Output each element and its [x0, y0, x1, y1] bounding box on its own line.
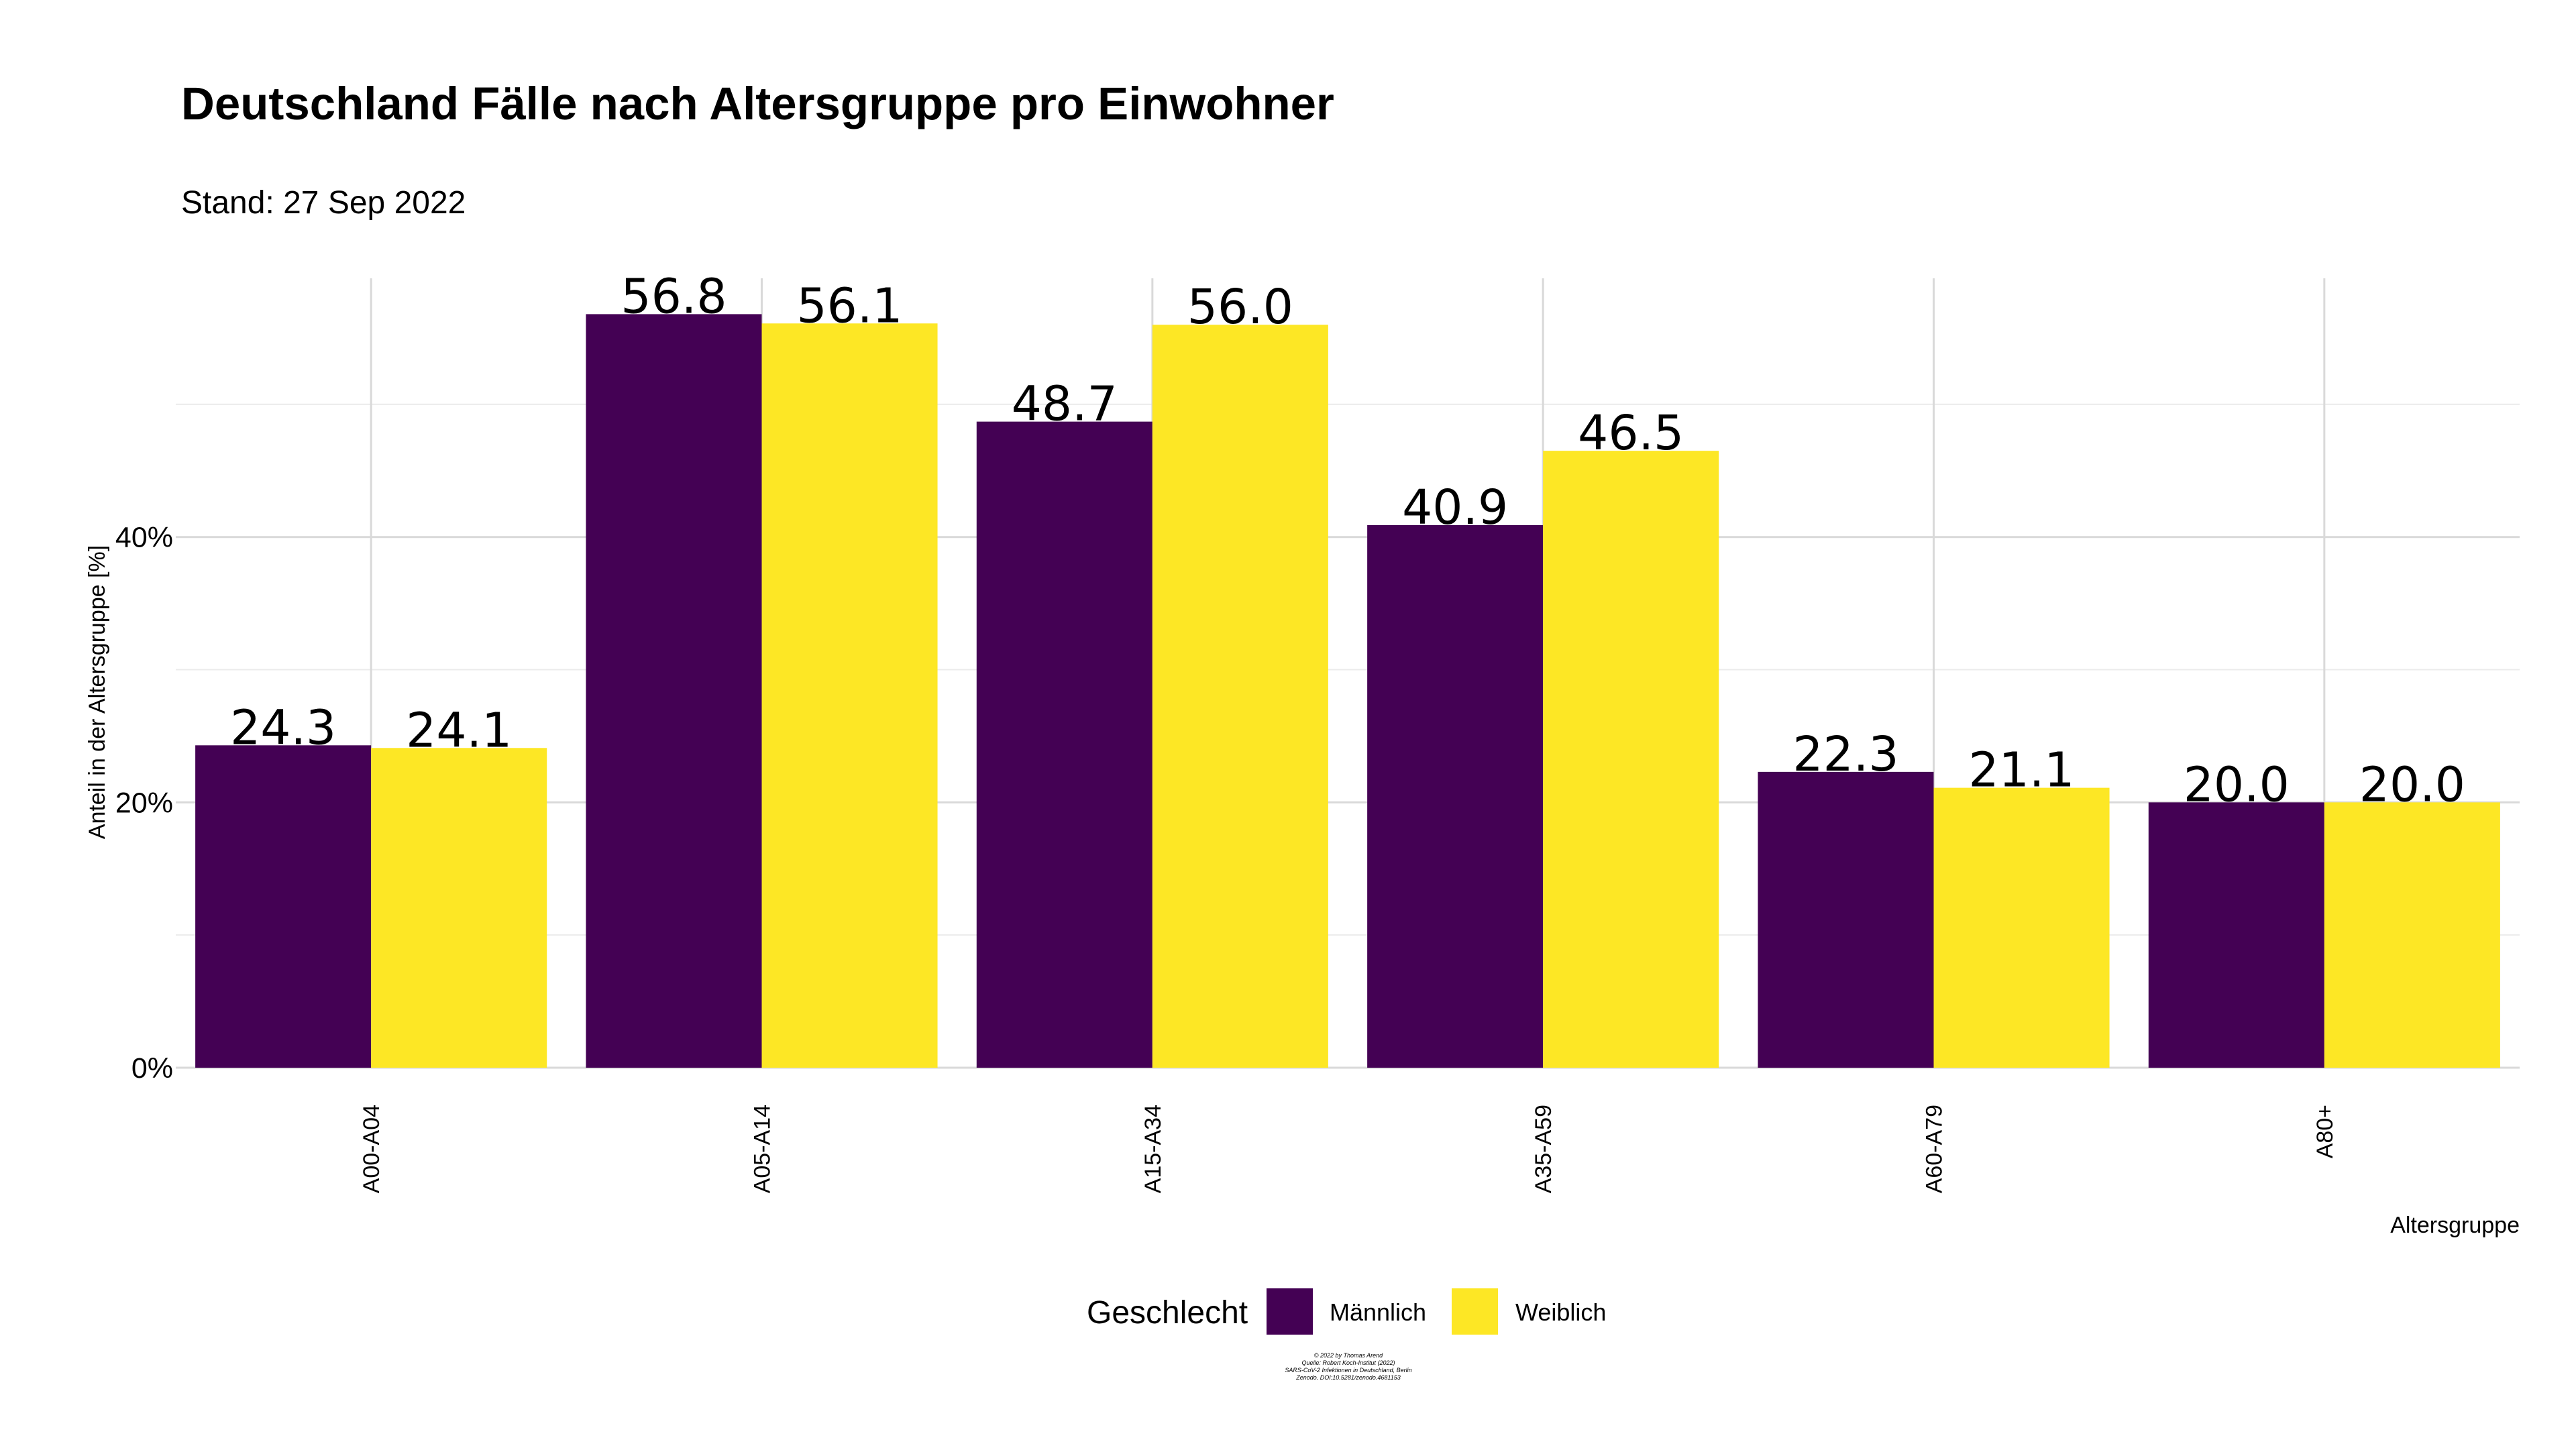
data-label-m-nnlich-a35-a59: 40.9	[1402, 480, 1508, 535]
data-label-m-nnlich-a60-a79: 22.3	[1792, 726, 1898, 782]
bar-m-nnlich-a05-a14	[586, 314, 762, 1068]
y-axis-ticks: 0% 20% 40%	[115, 522, 173, 1084]
bars	[195, 314, 2500, 1068]
x-tick-label-a15-a34: A15-A34	[1140, 1105, 1166, 1193]
y-tick-label: 40%	[115, 522, 173, 554]
x-tick-label-a05-a14: A05-A14	[750, 1105, 775, 1193]
legend-title: Geschlecht	[1087, 1295, 1248, 1331]
caption-line: Quelle: Robert Koch-Institut (2022)	[1301, 1359, 1395, 1366]
legend-label-weiblich: Weiblich	[1515, 1298, 1606, 1326]
bar-m-nnlich-a35-a59	[1367, 524, 1544, 1068]
data-label-weiblich-a60-a79: 21.1	[1968, 742, 2074, 798]
caption-line: SARS-CoV-2 Infektionen in Deutschland, B…	[1285, 1367, 1411, 1374]
grid-lines	[176, 278, 2520, 1069]
legend: Geschlecht Männlich Weiblich	[1087, 1288, 1606, 1335]
chart-title: Deutschland Fälle nach Altersgruppe pro …	[181, 78, 1334, 129]
data-label-m-nnlich-a05-a14: 56.8	[621, 268, 727, 324]
bar-weiblich-a00-a04	[371, 748, 547, 1068]
data-label-weiblich-a35-a59: 46.5	[1578, 405, 1684, 461]
caption-line: © 2022 by Thomas Arend	[1314, 1352, 1383, 1359]
legend-key-weiblich	[1452, 1288, 1498, 1335]
bar-weiblich-a60-a79	[1933, 787, 2110, 1068]
x-tick-label-a80: A80+	[2312, 1105, 2338, 1158]
bar-weiblich-a80	[2324, 802, 2500, 1068]
data-label-m-nnlich-a15-a34: 48.7	[1012, 376, 1118, 432]
y-tick-label: 0%	[131, 1052, 173, 1084]
x-tick-label-a60-a79: A60-A79	[1922, 1105, 1947, 1193]
bar-m-nnlich-a80	[2148, 802, 2324, 1068]
data-label-weiblich-a80: 20.0	[2359, 757, 2465, 812]
bar-m-nnlich-a15-a34	[976, 421, 1152, 1068]
chart-subtitle: Stand: 27 Sep 2022	[181, 185, 466, 221]
bar-weiblich-a35-a59	[1543, 451, 1719, 1068]
bar-weiblich-a15-a34	[1152, 325, 1328, 1068]
legend-key-m-nnlich	[1267, 1288, 1313, 1335]
caption-line: Zenodo. DOI:10.5281/zenodo.4681153	[1295, 1374, 1400, 1381]
data-labels: 24.3 56.8 48.7 40.9 22.3 20.0 24.1 56.1 56.0 46.5…	[230, 268, 2465, 812]
bar-m-nnlich-a00-a04	[195, 745, 372, 1068]
bar-weiblich-a05-a14	[761, 323, 938, 1068]
y-tick-label: 20%	[115, 787, 173, 819]
data-label-weiblich-a15-a34: 56.0	[1187, 279, 1293, 335]
data-label-m-nnlich-a80: 20.0	[2184, 757, 2290, 812]
x-tick-label-a35-a59: A35-A59	[1531, 1105, 1556, 1193]
x-axis-title: Altersgruppe	[2390, 1213, 2520, 1238]
legend-label-m-nnlich: Männlich	[1330, 1298, 1426, 1326]
legend-items: Männlich Weiblich	[1267, 1288, 1606, 1335]
data-label-weiblich-a05-a14: 56.1	[796, 278, 902, 333]
x-axis-ticks: A00-A04 A05-A14 A15-A34 A35-A59 A60-A79 A80+	[359, 1105, 2338, 1193]
data-label-weiblich-a00-a04: 24.1	[406, 702, 512, 758]
bar-m-nnlich-a60-a79	[1758, 771, 1934, 1068]
x-tick-label-a00-a04: A00-A04	[359, 1105, 384, 1193]
y-axis-title: Anteil in der Altersgruppe [%]	[85, 545, 110, 839]
data-label-m-nnlich-a00-a04: 24.3	[230, 700, 336, 755]
